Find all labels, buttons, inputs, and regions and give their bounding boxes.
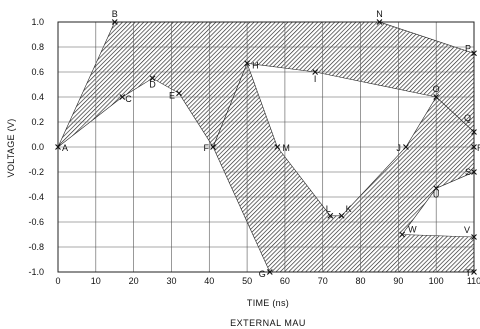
point-label-i: I: [314, 74, 317, 84]
point-marker-b: [111, 19, 118, 25]
x-tick-label: 10: [91, 276, 101, 286]
point-label-w: W: [408, 225, 417, 235]
point-marker-j: [403, 144, 409, 150]
point-marker-c: [119, 94, 126, 100]
point-marker-a: [55, 144, 61, 150]
point-label-d: D: [149, 79, 156, 89]
point-marker-d: [149, 75, 156, 82]
x-axis-ticks: 0 10 20 30 40 50 60 70 80 90 100 110: [55, 276, 480, 286]
point-label-f: F: [204, 143, 210, 153]
point-marker-g: [266, 269, 273, 275]
grid: [57, 21, 475, 273]
point-label-o: O: [433, 84, 440, 94]
point-label-l: L: [326, 204, 331, 214]
point-label-n: N: [376, 9, 383, 19]
point-marker-o: [433, 94, 440, 100]
point-label-u: U: [433, 189, 440, 199]
point-marker-m: [274, 144, 281, 150]
y-tick-label: -0.6: [28, 217, 44, 227]
x-tick-label: 70: [318, 276, 328, 286]
y-tick-label: 0.8: [31, 42, 44, 52]
y-tick-label: 0.2: [31, 117, 44, 127]
point-marker-k: [338, 212, 345, 219]
y-tick-label: -0.8: [28, 242, 44, 252]
point-label-e: E: [169, 90, 175, 100]
point-marker-f: [210, 144, 216, 150]
labeled-points: A B C D E F G H I J K L M N O P Q R S T U V W: [55, 9, 480, 279]
x-tick-label: 20: [129, 276, 139, 286]
point-label-j: J: [396, 143, 401, 153]
y-tick-label: 1.0: [31, 17, 44, 27]
point-label-c: C: [125, 94, 132, 104]
x-tick-label: 40: [204, 276, 214, 286]
y-tick-label: -0.2: [28, 167, 44, 177]
x-tick-label: 30: [166, 276, 176, 286]
point-label-r: R: [477, 143, 480, 153]
x-tick-label: 90: [393, 276, 403, 286]
x-tick-label: 60: [280, 276, 290, 286]
x-tick-label: 0: [55, 276, 60, 286]
y-tick-label: 0.4: [31, 92, 44, 102]
y-axis-title: VOLTAGE (V): [6, 119, 16, 178]
point-label-h: H: [252, 60, 259, 70]
x-tick-label: 50: [242, 276, 252, 286]
point-marker-r: [471, 144, 477, 150]
y-tick-label: -1.0: [28, 267, 44, 277]
point-label-m: M: [282, 143, 290, 153]
point-marker-l: [327, 212, 334, 219]
y-tick-label: 0.6: [31, 67, 44, 77]
point-marker-w: [399, 231, 406, 238]
point-label-t: T: [466, 268, 472, 278]
point-label-p: P: [465, 43, 471, 53]
point-marker-u: [433, 185, 440, 192]
x-tick-label: 100: [429, 276, 444, 286]
point-marker-e: [176, 90, 182, 97]
x-tick-label: 80: [356, 276, 366, 286]
point-marker-i: [312, 69, 319, 75]
point-label-k: K: [346, 204, 352, 214]
y-axis-ticks: 1.0 0.8 0.6 0.4 0.2 0.0 -0.2 -0.4 -0.6 -0.8 -1.0: [28, 17, 44, 277]
point-label-v: V: [464, 225, 470, 235]
point-label-b: B: [112, 9, 118, 19]
point-marker-p: [471, 50, 477, 57]
y-tick-label: -0.4: [28, 192, 44, 202]
x-tick-label: 110: [467, 276, 480, 286]
point-label-q: Q: [464, 113, 471, 123]
point-label-s: S: [465, 167, 471, 177]
point-marker-n: [376, 19, 383, 25]
point-marker-h: [244, 60, 250, 67]
point-label-a: A: [62, 143, 68, 153]
point-marker-q: [471, 129, 477, 135]
point-marker-s: [471, 169, 477, 175]
point-label-g: G: [259, 269, 266, 279]
point-marker-t: [471, 269, 477, 275]
point-marker-v: [471, 234, 477, 240]
x-axis-title: TIME (ns): [247, 298, 289, 308]
chart-caption: EXTERNAL MAU: [230, 318, 306, 328]
y-tick-label: 0.0: [31, 142, 44, 152]
